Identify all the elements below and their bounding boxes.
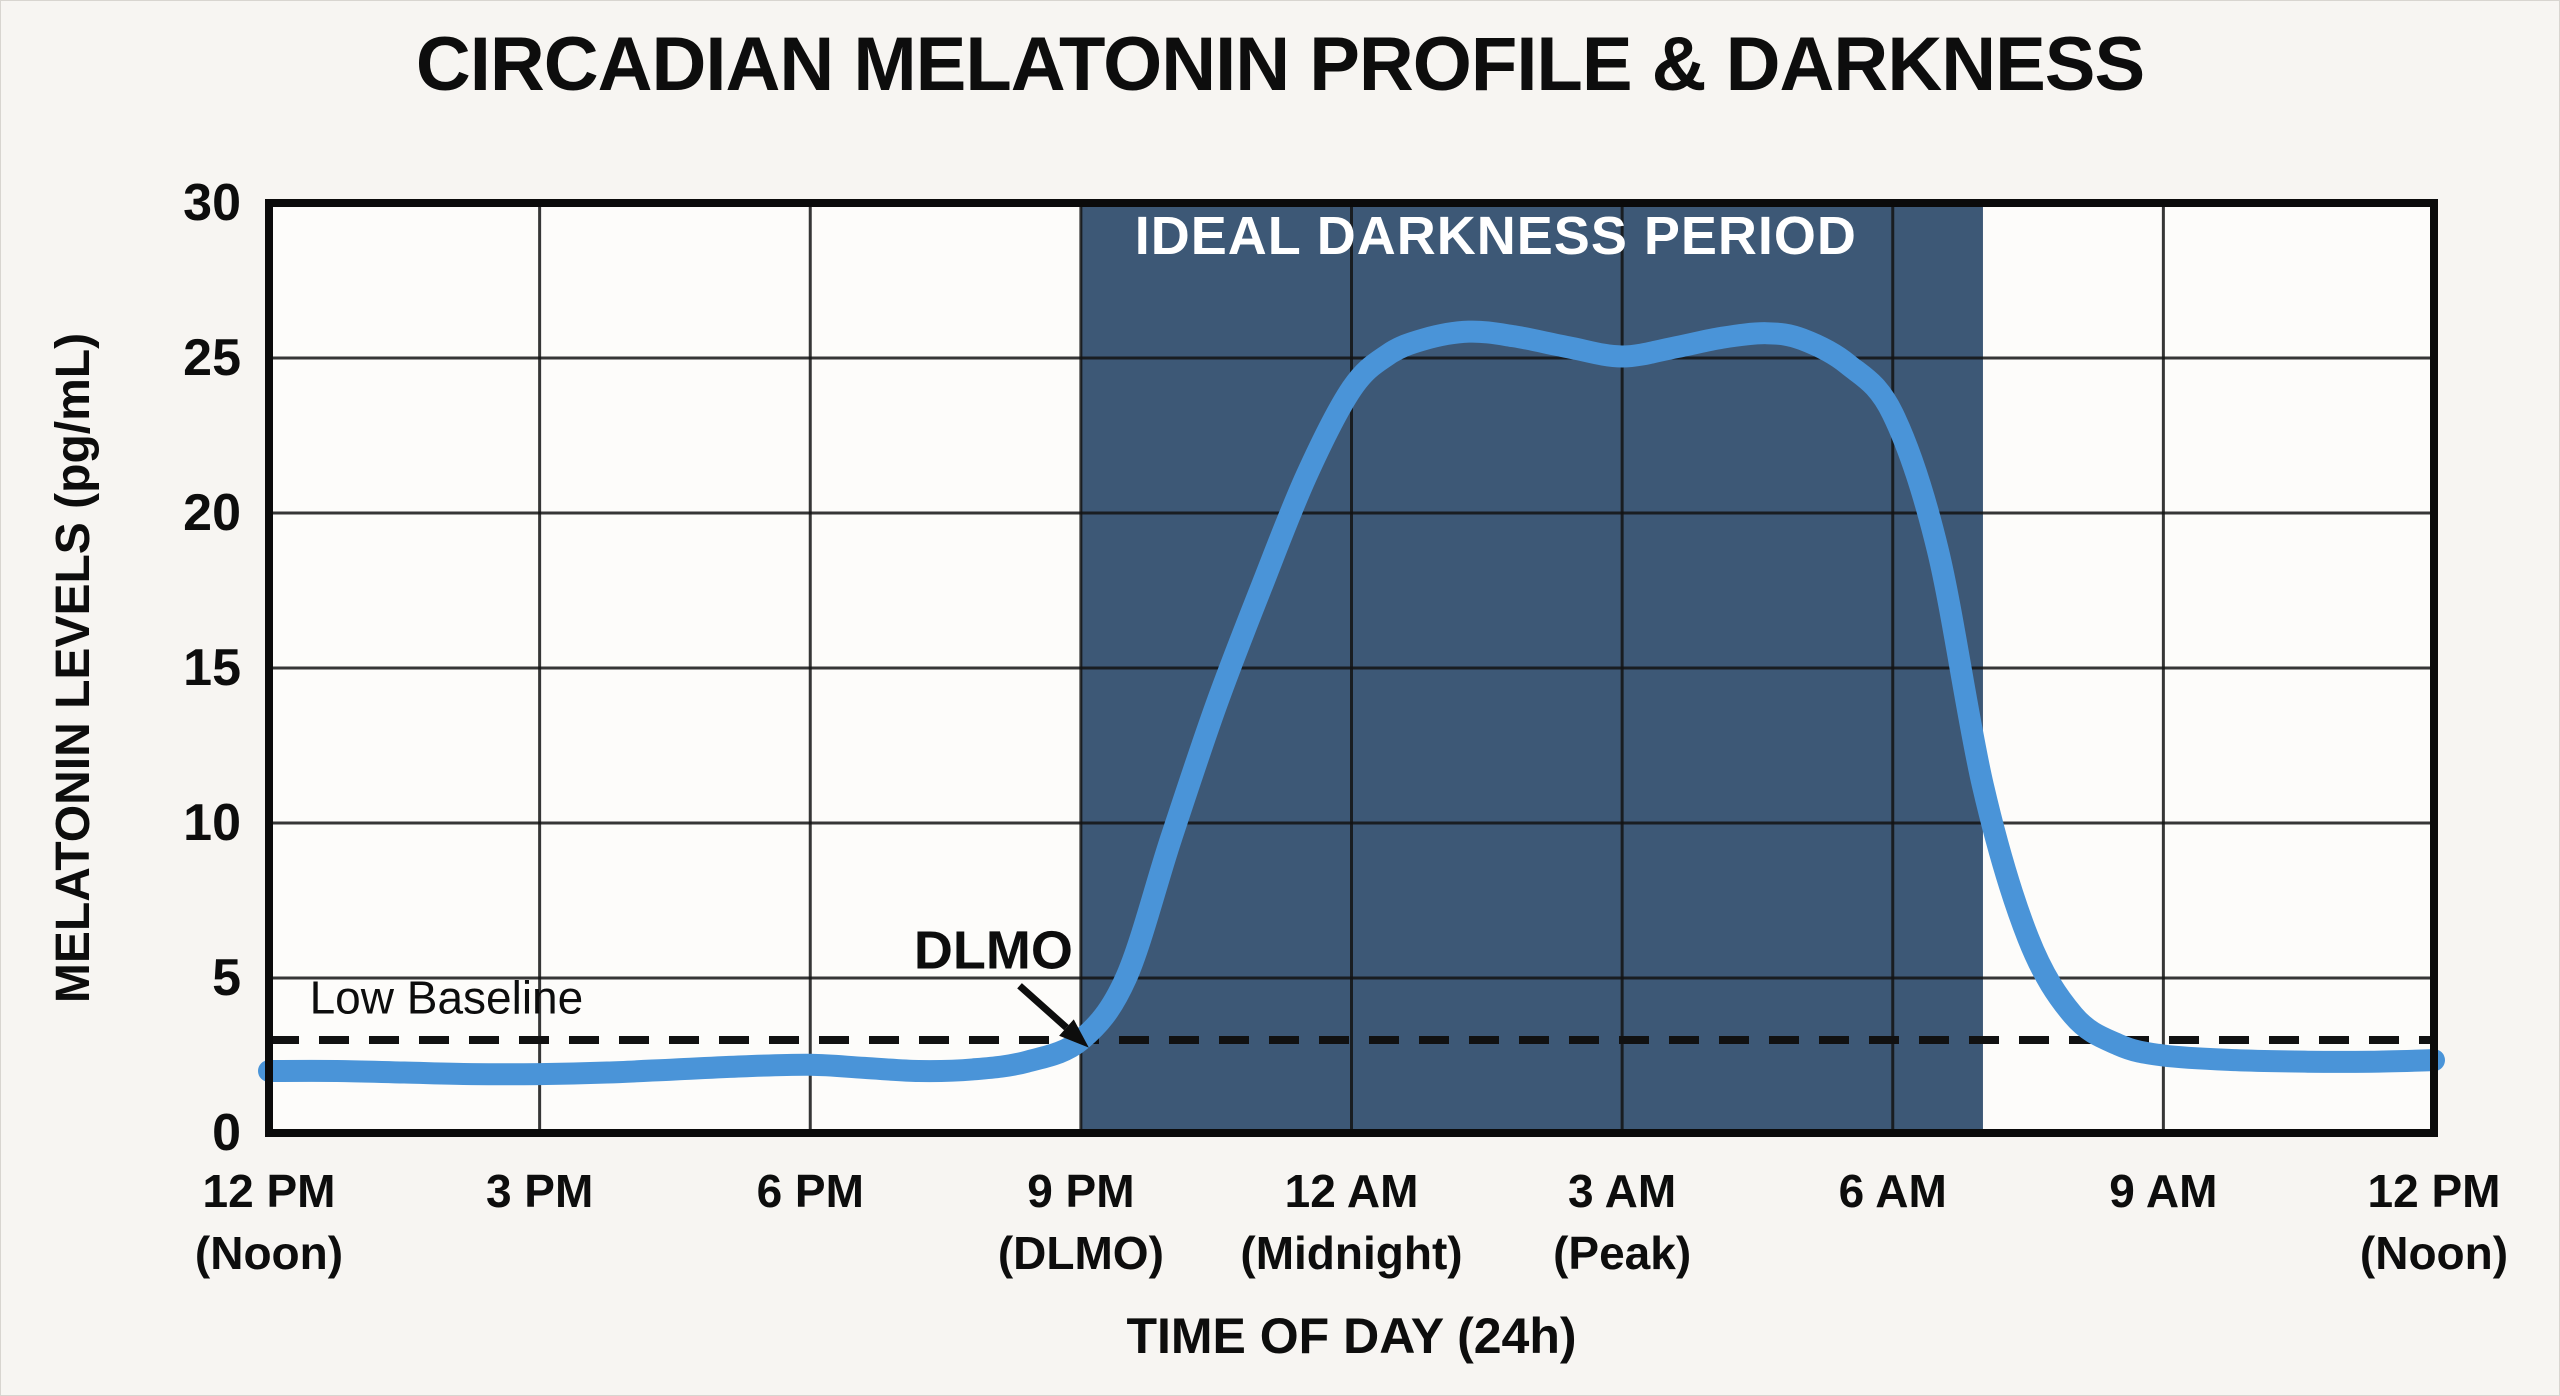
y-tick-label: 15 <box>183 639 241 697</box>
x-tick-label: 6 AM <box>1839 1165 1947 1217</box>
y-tick-label: 10 <box>183 794 241 852</box>
darkness-period-label: IDEAL DARKNESS PERIOD <box>1135 206 1857 266</box>
x-axis-title: TIME OF DAY (24h) <box>1126 1308 1576 1364</box>
dlmo-arrow-head <box>1059 1019 1089 1048</box>
dlmo-annotation-text: DLMO <box>914 921 1073 981</box>
dlmo-arrow-line <box>1017 983 1069 1031</box>
plot-frame <box>265 199 2438 1137</box>
y-tick-label: 20 <box>183 484 241 542</box>
x-tick-label: 3 PM <box>486 1165 593 1217</box>
x-tick-sublabel: (Noon) <box>195 1227 343 1279</box>
chart-title: CIRCADIAN MELATONIN PROFILE & DARKNESS <box>415 22 2145 107</box>
y-tick-label: 0 <box>212 1104 241 1162</box>
x-tick-label: 6 PM <box>757 1165 864 1217</box>
y-tick-label: 5 <box>212 949 241 1007</box>
x-tick-sublabel: (DLMO) <box>998 1227 1164 1279</box>
x-tick-label: 12 PM <box>203 1165 336 1217</box>
melatonin-curve <box>258 320 2445 1086</box>
low-baseline-label: Low Baseline <box>310 972 584 1024</box>
x-tick-sublabel: (Noon) <box>2360 1227 2508 1279</box>
x-tick-label: 3 AM <box>1568 1165 1676 1217</box>
x-tick-label: 12 PM <box>2368 1165 2501 1217</box>
y-tick-label: 30 <box>183 174 241 232</box>
y-tick-label: 25 <box>183 329 241 387</box>
x-tick-sublabel: (Peak) <box>1553 1227 1691 1279</box>
x-tick-label: 9 AM <box>2109 1165 2217 1217</box>
x-tick-sublabel: (Midnight) <box>1240 1227 1462 1279</box>
x-tick-label: 9 PM <box>1027 1165 1134 1217</box>
x-tick-label: 12 AM <box>1285 1165 1419 1217</box>
y-axis-title: MELATONIN LEVELS (pg/mL) <box>47 333 100 1003</box>
